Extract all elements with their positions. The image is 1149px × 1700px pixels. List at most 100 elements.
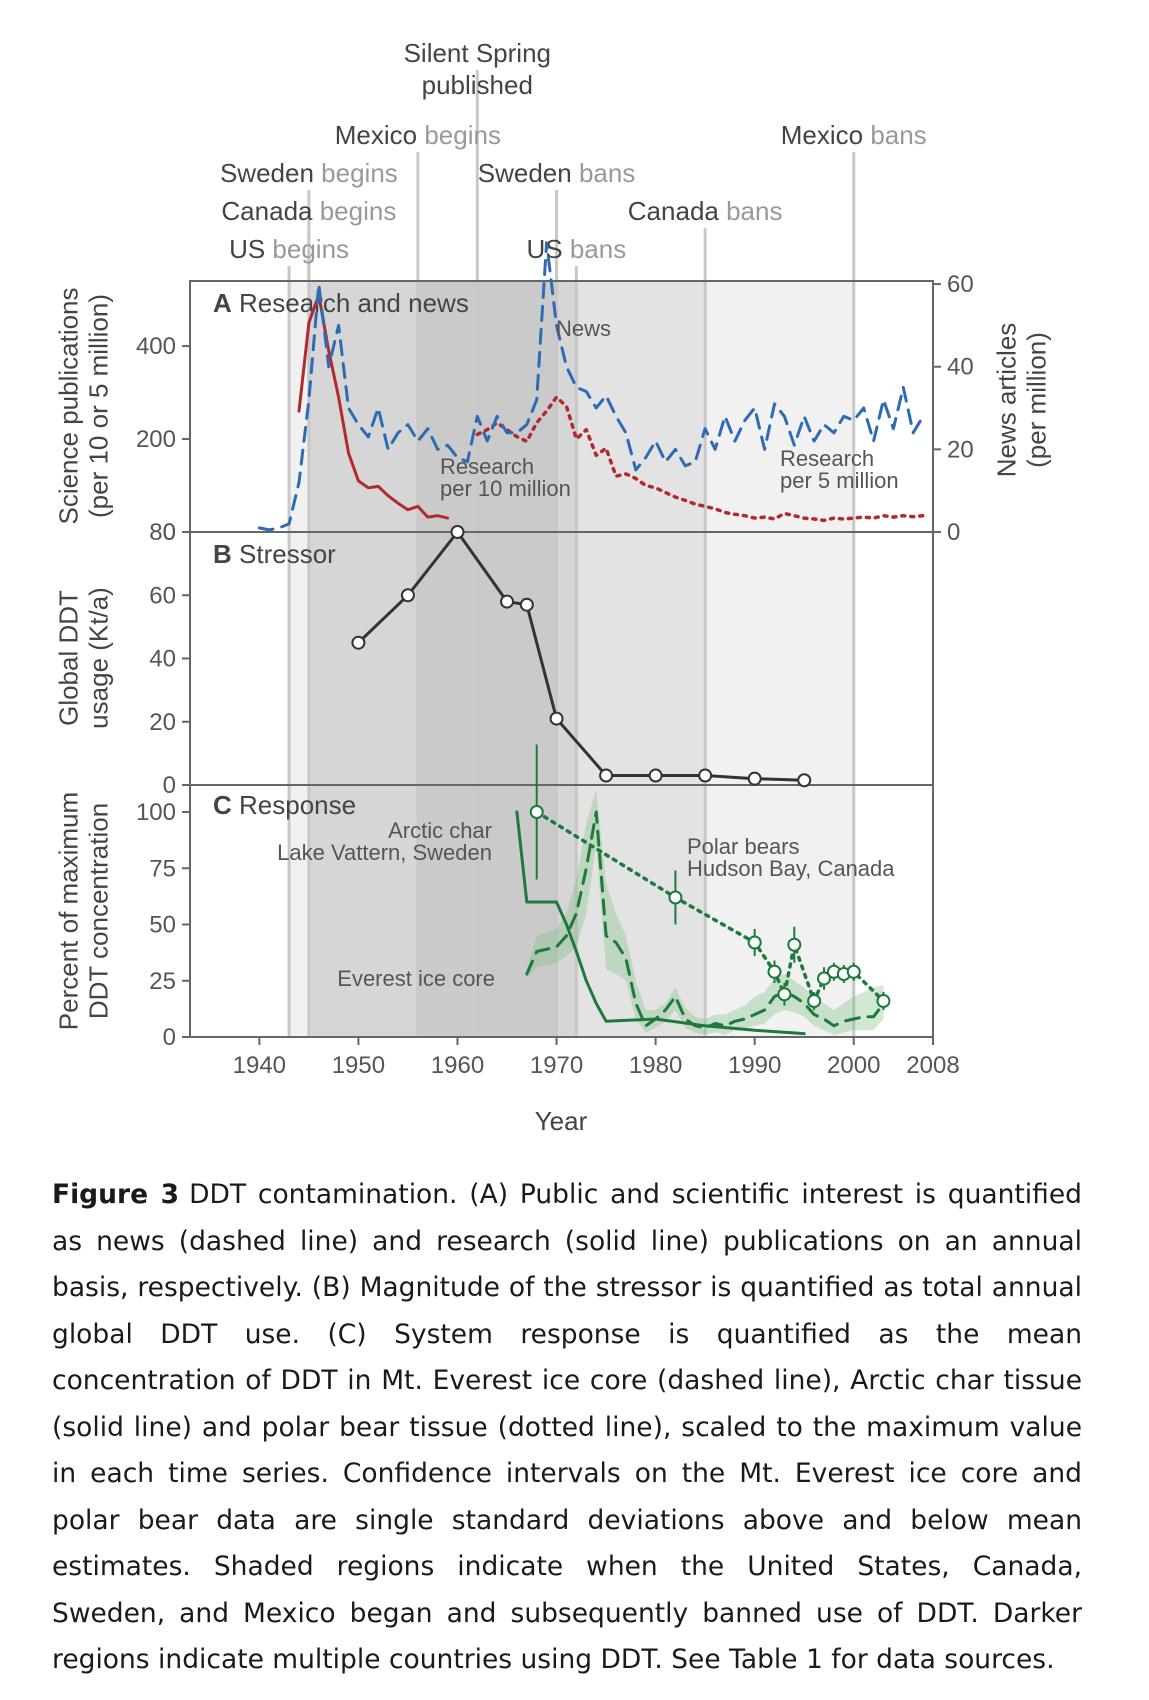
y2tick-label: 0 [947, 519, 960, 546]
event-action: begins [321, 158, 398, 188]
xtick-label: 2000 [827, 1052, 880, 1079]
ytick-label: 400 [136, 333, 176, 360]
label-line-1: Science publications [54, 287, 84, 524]
panel-a-series-1 [475, 395, 925, 523]
country-usage-shading [289, 281, 854, 1037]
event-label-1: Canada begins [221, 196, 396, 226]
panel-b-point [400, 588, 415, 603]
event-label-0: US begins [229, 234, 349, 264]
polar-bear-point [807, 994, 822, 1008]
ytick-label: 75 [149, 855, 176, 882]
xtick-label: 1940 [233, 1052, 286, 1079]
panel-c-title-text: Response [239, 790, 356, 820]
panel-a-ylabel: Science publications(per 10 or 5 million… [54, 287, 114, 524]
xtick-label: 2008 [906, 1052, 959, 1079]
ytick-label: 40 [149, 646, 176, 673]
caption-text: DDT contamination. (A) Public and scient… [52, 1179, 1082, 1675]
event-label-8: Mexico bans [781, 120, 927, 150]
event-country: Sweden [478, 158, 579, 188]
label-line-2: per 5 million [780, 468, 899, 493]
ytick-label: 80 [149, 519, 176, 546]
event-action: begins [424, 120, 501, 150]
ytick-label: 25 [149, 968, 176, 995]
label-polar-bears: Polar bears Hudson Bay, Canada [687, 834, 895, 881]
figure-caption: Figure 3 DDT contamination. (A) Public an… [52, 1172, 1082, 1684]
shade-mexico [417, 281, 854, 1037]
xtick-label: 1990 [728, 1052, 781, 1079]
polar-bear-point [747, 935, 762, 950]
label-line-1: Polar bears [687, 834, 800, 859]
panel-b-title-text: Stressor [239, 539, 336, 569]
polar-bear-point [777, 987, 792, 1002]
event-country: Mexico [335, 120, 425, 150]
panel-b-point [450, 525, 465, 539]
polar-bear-point [817, 971, 832, 986]
label-everest: Everest ice core [337, 966, 495, 991]
panel-b-point [549, 711, 564, 726]
xtick-label: 1980 [629, 1052, 682, 1079]
label-arctic-char: Arctic char Lake Vattern, Sweden [277, 818, 492, 865]
xtick-label: 1960 [431, 1052, 484, 1079]
polar-bear-point [846, 964, 861, 979]
label-line-2: Lake Vattern, Sweden [277, 840, 492, 865]
panel-c-letter: C [213, 790, 232, 820]
y2tick-label: 20 [947, 436, 974, 463]
polar-bear-point [529, 805, 544, 819]
x-axis-label: Year [535, 1106, 588, 1136]
figure-label: Figure 3 [52, 1179, 180, 1210]
label-line-1: Research [780, 446, 874, 471]
panel-b-point [747, 771, 762, 786]
label-line-1: Research [440, 454, 534, 479]
event-label-6: US bans [526, 234, 626, 264]
label-line-2: usage (Kt/a) [83, 587, 113, 729]
event-action: begins [272, 234, 349, 264]
label-line-2: (per million) [1021, 332, 1051, 468]
shade-us [289, 281, 577, 1037]
ytick-label: 0 [163, 1024, 176, 1051]
event-label-line-1: Silent Spring [404, 38, 551, 68]
panel-b-point [698, 768, 713, 783]
panel-a-y2label: News articles(per million) [992, 323, 1052, 478]
label-line-1: News articles [992, 323, 1022, 478]
label-line-2: DDT concentration [83, 803, 113, 1019]
event-action: begins [320, 196, 397, 226]
polar-bear-point [876, 994, 891, 1008]
label-line-2: Hudson Bay, Canada [687, 856, 895, 881]
event-label-5: Sweden bans [478, 158, 636, 188]
label-line-2: per 10 million [440, 476, 571, 501]
polar-bear-point [767, 964, 782, 979]
event-action: bans [570, 234, 626, 264]
series-layer [257, 241, 925, 1036]
ytick-label: 20 [149, 709, 176, 736]
label-research-5m: Research per 5 million [780, 446, 899, 493]
panel-b-title: B Stressor [213, 539, 336, 569]
panel-c-ylabel: Percent of maximumDDT concentration [54, 792, 114, 1030]
xtick-label: 1970 [530, 1052, 583, 1079]
panel-b-point [351, 635, 366, 650]
panel-b-point [500, 594, 515, 609]
panel-c-series-1 [525, 810, 885, 1030]
event-action: bans [579, 158, 635, 188]
event-country: Sweden [220, 158, 321, 188]
xtick-label: 1950 [332, 1052, 385, 1079]
event-country: US [229, 234, 272, 264]
event-action: bans [870, 120, 926, 150]
label-news: News [556, 316, 611, 341]
label-research-10m: Research per 10 million [440, 454, 571, 501]
label-line-2: (per 10 or 5 million) [83, 294, 113, 518]
everest-confidence-band [526, 789, 884, 1035]
panel-b-point [519, 597, 534, 612]
panel-b-point [648, 768, 663, 783]
event-country: Canada [628, 196, 726, 226]
y2tick-label: 60 [947, 271, 974, 298]
ytick-label: 0 [163, 519, 176, 546]
event-label-3: Mexico begins [335, 120, 501, 150]
panel-b-letter: B [213, 539, 232, 569]
label-line-1: Global DDT [54, 590, 84, 726]
event-label-line-2: published [422, 70, 533, 100]
label-line-1: Percent of maximum [54, 792, 84, 1030]
event-label-4: Silent Spring published [404, 38, 551, 100]
panel-a-title: A Research and news [213, 288, 469, 318]
